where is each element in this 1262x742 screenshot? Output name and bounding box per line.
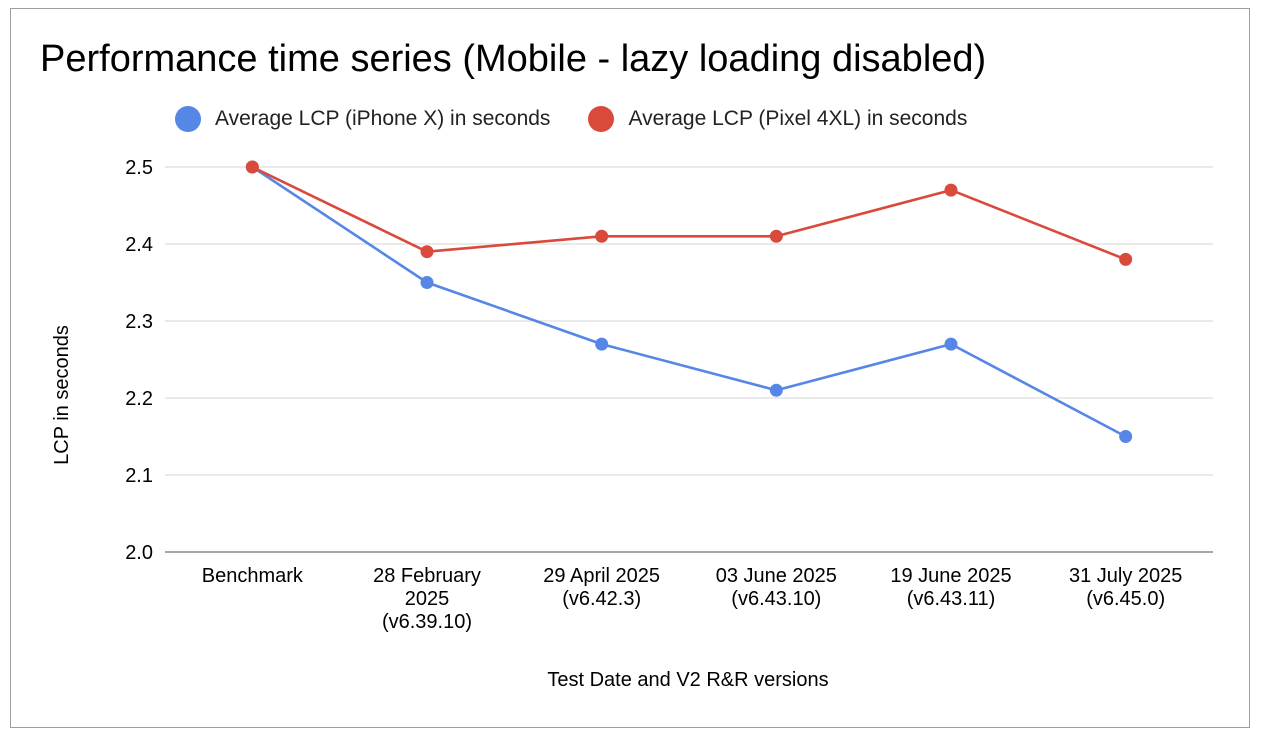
x-tick-label: 03 June 2025 (v6.43.10): [716, 565, 837, 610]
data-point-iphone: [944, 337, 958, 351]
x-tick-label: 28 February 2025 (v6.39.10): [373, 565, 481, 633]
y-tick-label: 2.3: [125, 311, 153, 333]
y-axis-label: LCP in seconds: [51, 325, 73, 465]
x-tick-label: 19 June 2025 (v6.43.11): [890, 565, 1011, 610]
legend-item-iphone: Average LCP (iPhone X) in seconds: [175, 106, 550, 132]
series-line-iphone: [251, 165, 1127, 438]
data-point-pixel: [769, 229, 783, 243]
legend: Average LCP (iPhone X) in seconds Averag…: [175, 106, 1005, 132]
x-tick-label: 29 April 2025 (v6.42.3): [543, 565, 660, 610]
data-point-pixel: [420, 245, 434, 259]
y-tick-label: 2.5: [125, 157, 153, 179]
x-tick-label: Benchmark: [202, 565, 304, 587]
data-point-iphone: [420, 276, 434, 289]
y-tick-label: 2.4: [125, 234, 153, 256]
chart-frame: [10, 8, 1250, 728]
legend-swatch-iphone: [175, 106, 201, 132]
y-tick-label: 2.2: [125, 388, 153, 410]
x-axis-label: Test Date and V2 R&R versions: [547, 669, 828, 691]
data-point-iphone: [1119, 430, 1133, 443]
data-point-pixel: [245, 160, 259, 174]
data-point-pixel: [595, 229, 609, 243]
data-point-pixel: [944, 183, 958, 197]
data-point-iphone: [769, 383, 783, 397]
legend-item-pixel: Average LCP (Pixel 4XL) in seconds: [588, 106, 967, 132]
legend-label-iphone: Average LCP (iPhone X) in seconds: [215, 107, 551, 130]
series-line-pixel: [251, 165, 1127, 261]
y-tick-label: 2.0: [125, 542, 153, 564]
data-point-pixel: [1119, 252, 1133, 266]
data-point-iphone: [595, 337, 609, 351]
chart-title: Performance time series (Mobile - lazy l…: [40, 38, 987, 80]
legend-label-pixel: Average LCP (Pixel 4XL) in seconds: [628, 107, 968, 130]
y-tick-label: 2.1: [125, 465, 153, 487]
legend-swatch-pixel: [588, 106, 615, 132]
x-tick-label: 31 July 2025 (v6.45.0): [1069, 565, 1182, 610]
